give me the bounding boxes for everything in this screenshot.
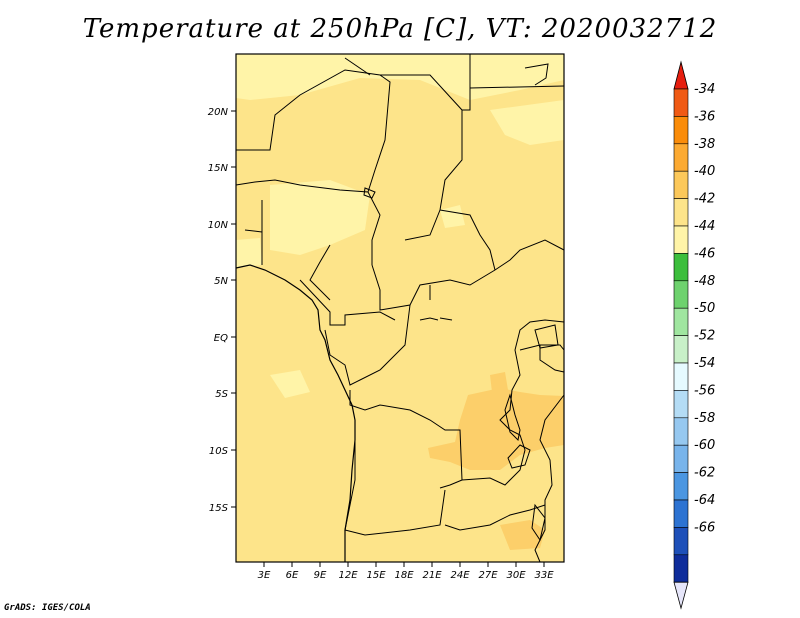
- lat-label: 20N: [208, 107, 229, 118]
- lon-label: 21E: [422, 570, 442, 581]
- lon-label: 9E: [314, 570, 327, 581]
- lon-label: 6E: [286, 570, 299, 581]
- lon-label: 33E: [534, 570, 554, 581]
- colorbar-label: -58: [694, 411, 715, 426]
- lat-label: 15N: [208, 163, 229, 174]
- colorbar-swatch: [673, 390, 689, 419]
- colorbar-swatch: [673, 225, 689, 254]
- colorbar-swatch: [673, 280, 689, 309]
- colorbar-swatch: [673, 307, 689, 336]
- colorbar-swatch: [673, 362, 689, 391]
- colorbar-swatch: [673, 170, 689, 199]
- colorbar-label: -56: [694, 383, 715, 398]
- lat-label: 10S: [209, 446, 229, 457]
- colorbar: -34 -36 -38 -40 -42 -44 -46 -48 -50 -52 -54 -56 -58 -…: [673, 60, 715, 610]
- colorbar-label: -40: [694, 164, 715, 179]
- colorbar-top-arrow: [673, 60, 689, 90]
- colorbar-label: -44: [694, 219, 715, 234]
- colorbar-label: -62: [694, 466, 715, 481]
- colorbar-swatch: [673, 198, 689, 227]
- lon-label: 24E: [450, 570, 470, 581]
- colorbar-swatch: [673, 116, 689, 145]
- lon-label: 18E: [394, 570, 414, 581]
- colorbar-label: -60: [694, 438, 715, 453]
- lon-label: 12E: [338, 570, 358, 581]
- colorbar-label: -36: [694, 109, 715, 124]
- colorbar-swatch: [673, 472, 689, 501]
- map-field: [236, 54, 564, 562]
- lat-label: 5N: [214, 276, 228, 287]
- colorbar-swatch: [673, 335, 689, 364]
- lon-axis: 3E 6E 9E 12E 15E 18E 21E 24E 27E 30E 33E: [258, 562, 554, 581]
- lat-label: EQ: [214, 333, 228, 344]
- colorbar-label: -48: [694, 274, 715, 289]
- colorbar-label: -50: [694, 301, 715, 316]
- field-minus42-areas: [236, 54, 564, 398]
- colorbar-bottom-arrow: [673, 581, 689, 610]
- country-borders: [235, 54, 565, 563]
- colorbar-label: -54: [694, 356, 715, 371]
- colorbar-swatch: [673, 499, 689, 528]
- lon-label: 3E: [258, 570, 271, 581]
- lat-label: 10N: [208, 220, 229, 231]
- colorbar-label: -64: [694, 493, 715, 508]
- colorbar-label: -52: [694, 329, 715, 344]
- lat-label: 5S: [215, 389, 228, 400]
- colorbar-label: -66: [694, 520, 715, 535]
- colorbar-label: -38: [694, 137, 715, 152]
- lon-label: 15E: [366, 570, 386, 581]
- colorbar-swatch: [673, 554, 689, 583]
- lat-label: 15S: [209, 503, 229, 514]
- colorbar-label: -34: [694, 82, 715, 97]
- chart-title: Temperature at 250hPa [C], VT: 202003271…: [82, 14, 718, 44]
- grads-credit: GrADS: IGES/COLA: [4, 603, 91, 613]
- lon-label: 30E: [506, 570, 526, 581]
- map-frame: [235, 53, 565, 563]
- lakes: [363, 63, 559, 542]
- colorbar-swatch: [673, 527, 689, 556]
- colorbar-label: -46: [694, 246, 715, 261]
- lat-axis: 20N 15N 10N 5N EQ 5S 10S 15S: [208, 107, 236, 514]
- colorbar-label: -42: [694, 192, 715, 207]
- colorbar-swatch: [673, 444, 689, 473]
- colorbar-swatch: [673, 143, 689, 172]
- colorbar-swatch: [673, 417, 689, 446]
- coastline: [235, 264, 356, 562]
- lon-label: 27E: [478, 570, 498, 581]
- colorbar-swatch: [673, 88, 689, 117]
- colorbar-swatch: [673, 253, 689, 282]
